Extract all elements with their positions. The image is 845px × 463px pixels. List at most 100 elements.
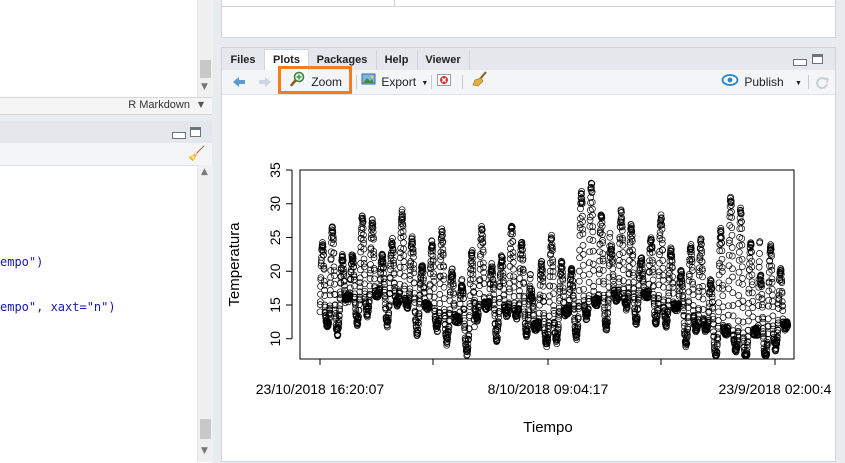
publish-button[interactable]: Publish ▼ bbox=[721, 70, 802, 94]
data-point bbox=[410, 279, 418, 287]
data-point bbox=[409, 237, 417, 245]
data-point bbox=[354, 316, 362, 323]
data-point bbox=[479, 239, 487, 247]
data-point bbox=[335, 316, 343, 323]
data-point bbox=[425, 304, 433, 312]
data-point bbox=[737, 210, 745, 218]
data-point bbox=[625, 263, 633, 270]
editor-scrollbar[interactable]: ▼ bbox=[197, 0, 213, 97]
data-point bbox=[746, 249, 754, 257]
data-point bbox=[682, 341, 690, 349]
y-tick-label: 35 bbox=[267, 162, 283, 178]
minimize-pane-icon[interactable] bbox=[172, 132, 186, 139]
data-point bbox=[744, 338, 752, 346]
data-point bbox=[628, 223, 635, 230]
data-point bbox=[536, 291, 544, 299]
data-point bbox=[337, 288, 344, 296]
data-point bbox=[495, 299, 503, 306]
data-point bbox=[526, 275, 534, 282]
data-point bbox=[354, 320, 362, 328]
data-point bbox=[687, 244, 695, 252]
data-point bbox=[595, 270, 603, 278]
data-point bbox=[435, 312, 443, 320]
data-point bbox=[435, 319, 442, 327]
data-point bbox=[697, 235, 705, 243]
data-point bbox=[528, 290, 536, 298]
data-point bbox=[715, 299, 723, 307]
data-point bbox=[685, 297, 693, 305]
data-point bbox=[399, 215, 407, 223]
export-button[interactable]: Export ▼ bbox=[361, 70, 428, 94]
data-point bbox=[459, 287, 467, 295]
data-point bbox=[600, 299, 608, 306]
forward-arrow-icon[interactable] bbox=[257, 70, 273, 94]
chevron-down-icon[interactable]: ▼ bbox=[197, 100, 204, 109]
data-point bbox=[685, 277, 693, 285]
data-point bbox=[445, 328, 452, 336]
scroll-down-arrow-icon[interactable]: ▼ bbox=[201, 446, 208, 456]
document-format-label[interactable]: R Markdown bbox=[128, 99, 190, 111]
data-point bbox=[330, 263, 338, 271]
data-point bbox=[416, 295, 423, 303]
clear-console-icon[interactable]: 🧹 bbox=[188, 146, 206, 162]
scroll-down-arrow-icon[interactable]: ▼ bbox=[201, 82, 208, 92]
data-point bbox=[769, 297, 776, 305]
data-point bbox=[630, 278, 637, 286]
data-point bbox=[529, 294, 536, 302]
data-point bbox=[688, 248, 695, 256]
data-point bbox=[549, 263, 557, 270]
tab-viewer[interactable]: Viewer bbox=[417, 50, 470, 70]
remove-plot-button[interactable] bbox=[437, 70, 451, 94]
data-point bbox=[508, 228, 516, 235]
data-point bbox=[430, 278, 438, 285]
data-point bbox=[444, 330, 452, 338]
scroll-up-arrow-icon[interactable]: ▲ bbox=[201, 167, 208, 177]
data-point bbox=[510, 283, 518, 291]
zoom-button[interactable]: Zoom bbox=[290, 70, 342, 94]
tab-packages[interactable]: Packages bbox=[308, 50, 377, 70]
data-point bbox=[340, 270, 348, 277]
data-point bbox=[728, 252, 736, 260]
data-point bbox=[370, 266, 378, 274]
back-arrow-icon[interactable] bbox=[231, 70, 247, 94]
tab-plots[interactable]: Plots bbox=[264, 49, 309, 71]
data-point bbox=[659, 246, 666, 254]
data-point bbox=[779, 307, 787, 314]
data-point bbox=[755, 263, 763, 271]
data-point bbox=[726, 209, 734, 217]
data-point bbox=[349, 255, 357, 262]
refresh-icon[interactable] bbox=[815, 70, 829, 94]
data-point bbox=[589, 228, 597, 236]
data-point bbox=[769, 312, 777, 320]
data-point bbox=[603, 326, 611, 334]
data-point bbox=[319, 243, 327, 251]
data-point bbox=[415, 319, 422, 326]
data-point bbox=[549, 245, 556, 252]
data-point bbox=[509, 230, 516, 238]
data-point bbox=[599, 250, 607, 258]
data-point bbox=[409, 245, 417, 253]
divider bbox=[222, 6, 835, 7]
maximize-pane-icon[interactable] bbox=[190, 127, 201, 137]
maximize-pane-icon[interactable] bbox=[812, 54, 823, 64]
data-point bbox=[763, 350, 771, 358]
data-point bbox=[568, 267, 576, 275]
data-point bbox=[783, 323, 791, 331]
tab-help[interactable]: Help bbox=[376, 50, 418, 70]
tab-files[interactable]: Files bbox=[222, 50, 265, 70]
data-point bbox=[436, 291, 444, 298]
scrollbar-thumb[interactable] bbox=[200, 419, 211, 439]
data-point bbox=[366, 275, 374, 282]
console-scrollbar[interactable]: ▲ ▼ bbox=[197, 165, 213, 462]
scrollbar-thumb[interactable] bbox=[200, 60, 211, 78]
clear-all-plots-button[interactable] bbox=[472, 70, 488, 94]
data-point bbox=[316, 308, 324, 316]
data-point bbox=[506, 279, 514, 287]
data-point bbox=[733, 340, 741, 348]
data-point bbox=[381, 289, 388, 296]
data-point bbox=[717, 225, 725, 232]
minimize-pane-icon[interactable] bbox=[793, 59, 807, 66]
data-point bbox=[438, 225, 446, 233]
data-point bbox=[528, 287, 536, 295]
zoom-label: Zoom bbox=[311, 75, 343, 89]
